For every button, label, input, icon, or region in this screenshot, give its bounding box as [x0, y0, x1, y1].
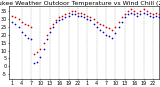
Point: [33, 63, 36, 64]
Point: [58, 20, 60, 21]
Point: [70, 10, 73, 12]
Point: [20, 21, 23, 23]
Point: [36, 61, 39, 62]
Point: [24, 34, 26, 35]
Point: [145, 10, 148, 12]
Point: [39, 56, 42, 58]
Point: [148, 12, 151, 13]
Point: [139, 10, 142, 12]
Point: [92, 18, 95, 20]
Point: [117, 26, 120, 27]
Point: [152, 17, 154, 18]
Point: [17, 26, 20, 27]
Point: [42, 48, 45, 50]
Point: [14, 17, 17, 18]
Point: [92, 23, 95, 24]
Point: [89, 20, 92, 21]
Point: [27, 25, 29, 26]
Point: [120, 17, 123, 18]
Point: [24, 23, 26, 24]
Point: [11, 15, 14, 16]
Point: [30, 26, 32, 27]
Point: [30, 39, 32, 40]
Point: [27, 37, 29, 39]
Point: [20, 31, 23, 32]
Point: [86, 18, 89, 20]
Point: [86, 15, 89, 16]
Point: [136, 15, 139, 16]
Point: [95, 21, 98, 23]
Point: [124, 17, 126, 18]
Point: [124, 13, 126, 15]
Point: [58, 17, 60, 18]
Point: [83, 13, 85, 15]
Point: [55, 20, 57, 21]
Point: [45, 34, 48, 35]
Point: [152, 13, 154, 15]
Point: [155, 15, 157, 16]
Point: [48, 31, 51, 32]
Point: [145, 13, 148, 15]
Point: [158, 17, 160, 18]
Point: [17, 18, 20, 20]
Point: [73, 13, 76, 15]
Point: [61, 15, 64, 16]
Point: [102, 31, 104, 32]
Point: [142, 12, 145, 13]
Point: [114, 26, 117, 27]
Point: [67, 12, 70, 13]
Point: [39, 48, 42, 50]
Point: [36, 51, 39, 53]
Title: Milwaukee Weather Outdoor Temperature vs Wind Chill (24 Hours): Milwaukee Weather Outdoor Temperature vs…: [0, 1, 160, 6]
Point: [64, 13, 67, 15]
Point: [45, 39, 48, 40]
Point: [14, 23, 17, 24]
Point: [148, 15, 151, 16]
Point: [139, 13, 142, 15]
Point: [142, 9, 145, 10]
Point: [52, 26, 54, 27]
Point: [127, 10, 129, 12]
Point: [73, 10, 76, 12]
Point: [48, 28, 51, 29]
Point: [117, 21, 120, 23]
Point: [133, 10, 136, 12]
Point: [80, 12, 82, 13]
Point: [108, 36, 110, 37]
Point: [127, 13, 129, 15]
Point: [77, 15, 79, 16]
Point: [120, 21, 123, 23]
Point: [70, 13, 73, 15]
Point: [67, 15, 70, 16]
Point: [89, 17, 92, 18]
Point: [52, 23, 54, 24]
Point: [130, 12, 132, 13]
Point: [155, 12, 157, 13]
Point: [108, 28, 110, 29]
Point: [114, 32, 117, 34]
Point: [55, 21, 57, 23]
Point: [133, 13, 136, 15]
Point: [136, 12, 139, 13]
Point: [102, 25, 104, 26]
Point: [130, 9, 132, 10]
Point: [61, 18, 64, 20]
Point: [111, 37, 114, 39]
Point: [95, 26, 98, 27]
Point: [33, 53, 36, 54]
Point: [11, 21, 14, 23]
Point: [42, 42, 45, 43]
Point: [111, 29, 114, 31]
Point: [99, 23, 101, 24]
Point: [80, 15, 82, 16]
Point: [99, 29, 101, 31]
Point: [83, 17, 85, 18]
Point: [158, 13, 160, 15]
Point: [105, 26, 107, 27]
Point: [64, 17, 67, 18]
Point: [77, 12, 79, 13]
Point: [105, 34, 107, 35]
